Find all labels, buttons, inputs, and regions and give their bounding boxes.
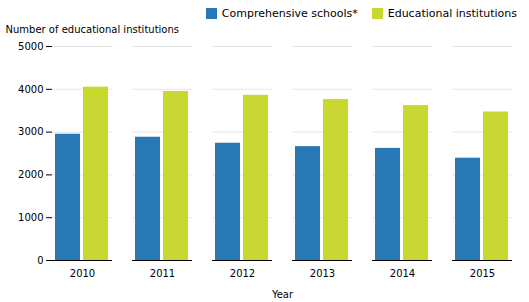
svg-text:2000: 2000 [18,169,43,180]
html-text:Educational institutions: Educational institutions [387,6,517,20]
svg-text:2012: 2012 [230,268,255,279]
svg-text:4000: 4000 [18,84,43,95]
svg-text:2010: 2010 [70,268,95,279]
svg-text:2013: 2013 [310,268,335,279]
svg-text:Number of educational institut: Number of educational institutions [6,24,180,35]
svg-text:1000: 1000 [18,212,43,223]
html-text:Comprehensive schools*: Comprehensive schools* [221,6,358,20]
svg-text:2015: 2015 [470,268,495,279]
svg-text:0: 0 [37,255,43,266]
svg-text:5000: 5000 [18,41,43,52]
svg-text:2014: 2014 [390,268,415,279]
svg-text:Year: Year [271,289,294,300]
svg-text:2011: 2011 [150,268,175,279]
svg-text:3000: 3000 [18,126,43,137]
